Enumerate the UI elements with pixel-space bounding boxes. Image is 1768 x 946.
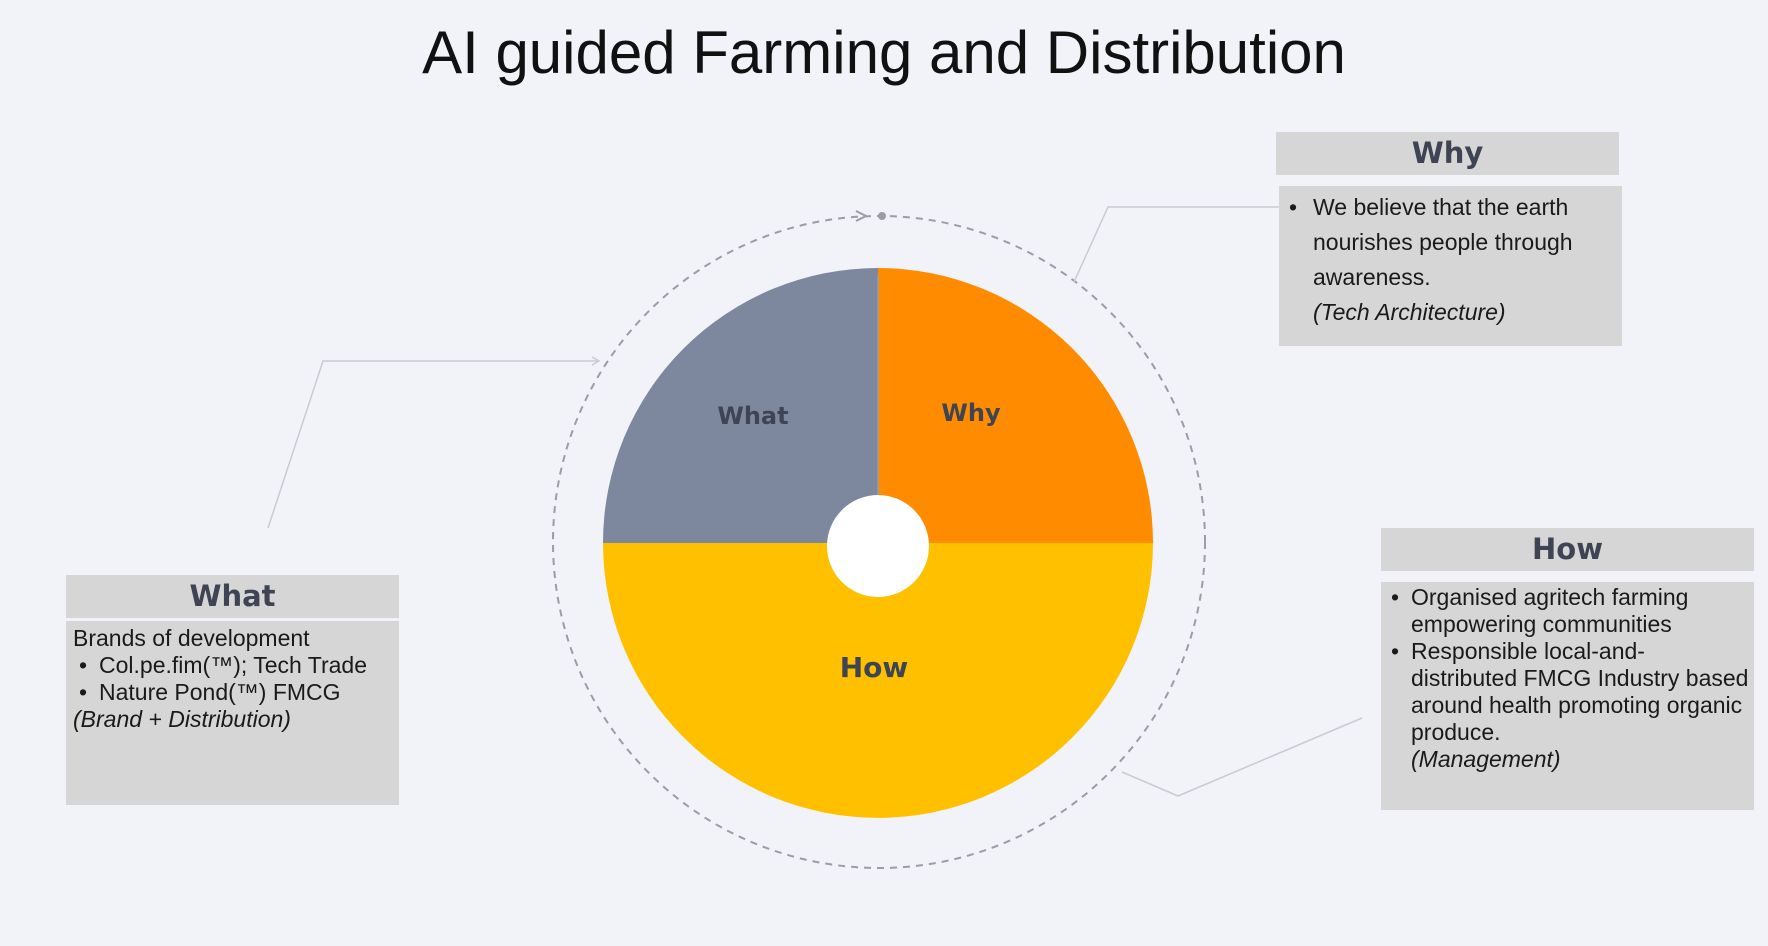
what-segment: [603, 268, 878, 543]
how-connector: [1121, 717, 1363, 797]
what-connector-arrow-icon: [591, 356, 601, 366]
list-item: • We believe that the earth nourishes peo…: [1283, 190, 1616, 295]
why-box-body: • We believe that the earth nourishes peo…: [1279, 186, 1622, 346]
how-box-body: • Organised agritech farming empowering c…: [1381, 582, 1754, 810]
bullet-icon: •: [79, 679, 88, 705]
bullet-icon: •: [1391, 638, 1400, 664]
why-box-note: (Tech Architecture): [1313, 299, 1506, 325]
list-item: • Col.pe.fim(™); Tech Trade: [73, 652, 392, 679]
what-item-text: Nature Pond(™) FMCG: [99, 679, 341, 705]
what-box-intro: Brands of development: [73, 625, 310, 651]
what-box-body: Brands of development • Col.pe.fim(™); Te…: [66, 621, 399, 805]
bullet-icon: •: [79, 652, 88, 678]
how-item-text: Organised agritech farming empowering co…: [1411, 584, 1689, 637]
page-title: AI guided Farming and Distribution: [422, 19, 1346, 86]
why-box-list: • We believe that the earth nourishes peo…: [1283, 190, 1616, 295]
what-box-note: (Brand + Distribution): [73, 706, 291, 732]
ring-arrow-icon: [855, 210, 869, 222]
why-segment: [878, 268, 1153, 543]
why-connector: [1073, 206, 1279, 283]
center-hole: [827, 495, 929, 597]
how-box-list: • Organised agritech farming empowering c…: [1385, 584, 1750, 746]
what-connector: [267, 360, 597, 529]
list-item: • Organised agritech farming empowering c…: [1385, 584, 1750, 638]
bullet-icon: •: [1289, 194, 1298, 220]
what-item-text: Col.pe.fim(™); Tech Trade: [99, 652, 368, 678]
how-box-note: (Management): [1411, 746, 1561, 772]
how-box-header: How: [1381, 528, 1754, 571]
list-item: • Nature Pond(™) FMCG: [73, 679, 392, 706]
why-box-header: Why: [1276, 132, 1619, 175]
why-segment-label: Why: [941, 399, 1001, 427]
ring-dot: [878, 212, 886, 220]
why-item-text: We believe that the earth nourishes peop…: [1313, 194, 1573, 290]
how-item-text: Responsible local-and-distributed FMCG I…: [1411, 638, 1749, 745]
list-item: • Responsible local-and-distributed FMCG …: [1385, 638, 1750, 746]
what-segment-label: What: [717, 402, 788, 430]
bullet-icon: •: [1391, 584, 1400, 610]
what-box-header: What: [66, 575, 399, 618]
what-box-list: • Col.pe.fim(™); Tech Trade • Nature Pond(…: [73, 652, 392, 706]
how-segment: [603, 543, 1153, 818]
how-segment-label: How: [840, 651, 909, 684]
